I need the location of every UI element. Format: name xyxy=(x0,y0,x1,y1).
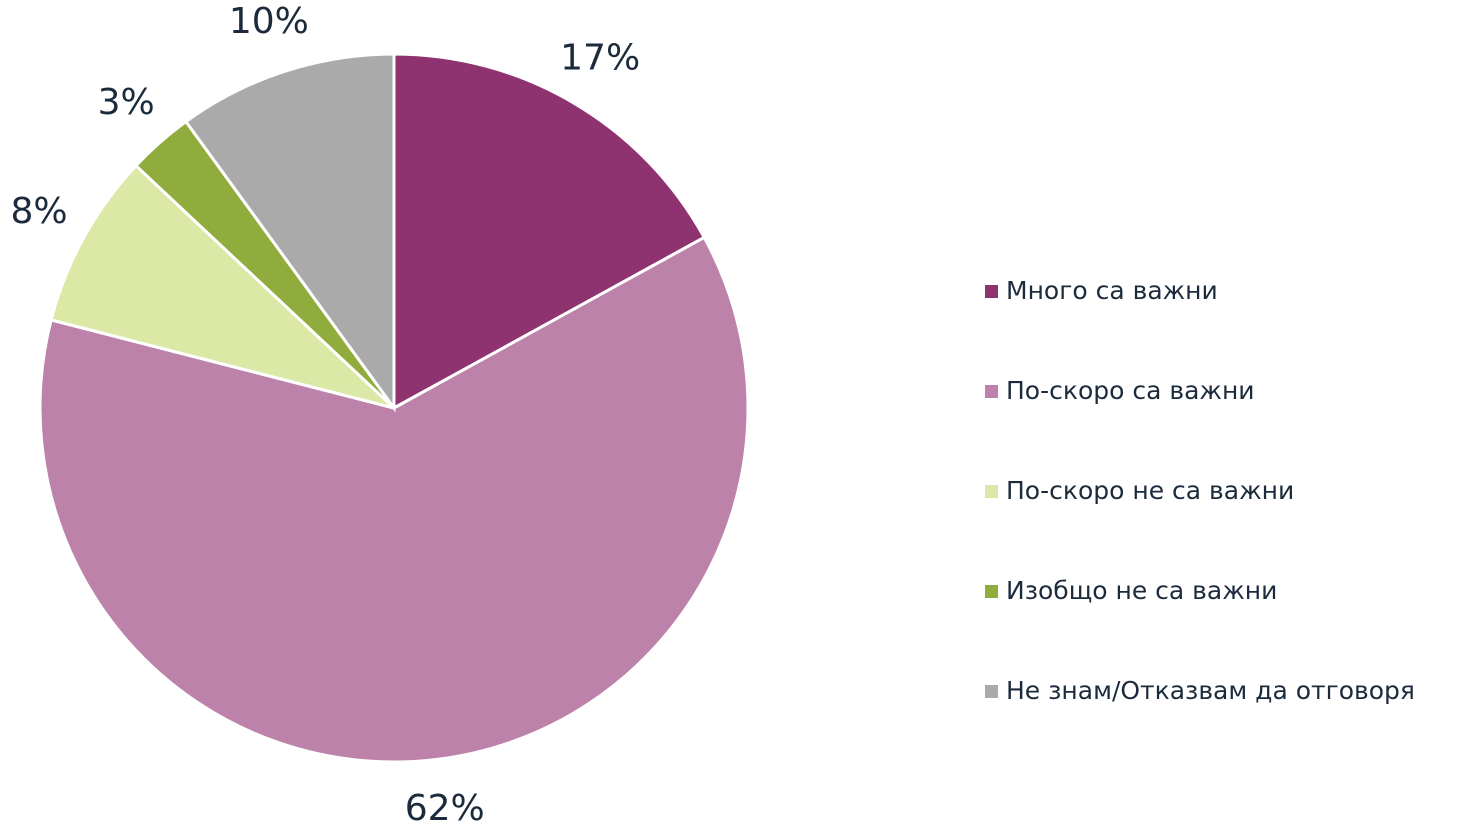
legend-marker xyxy=(985,585,998,598)
value-label: 8% xyxy=(11,191,68,232)
legend-label: По-скоро не са важни xyxy=(1006,476,1294,505)
pie-slice xyxy=(38,235,750,764)
legend-label: Не знам/Отказвам да отговоря xyxy=(1006,676,1415,705)
legend-marker xyxy=(985,285,998,298)
value-label: 3% xyxy=(98,82,155,123)
legend-label: По-скоро са важни xyxy=(1006,376,1255,405)
legend-label: Много са важни xyxy=(1006,276,1218,305)
pie-slice xyxy=(392,52,707,411)
legend-marker xyxy=(985,485,998,498)
value-label: 62% xyxy=(405,788,485,822)
value-label: 10% xyxy=(229,1,309,42)
pie-slice xyxy=(183,52,396,413)
legend-label: Изобщо не са важни xyxy=(1006,576,1277,605)
legend-marker xyxy=(985,385,998,398)
pie-slice xyxy=(49,163,396,410)
legend-marker xyxy=(985,685,998,698)
value-label: 17% xyxy=(560,37,640,78)
